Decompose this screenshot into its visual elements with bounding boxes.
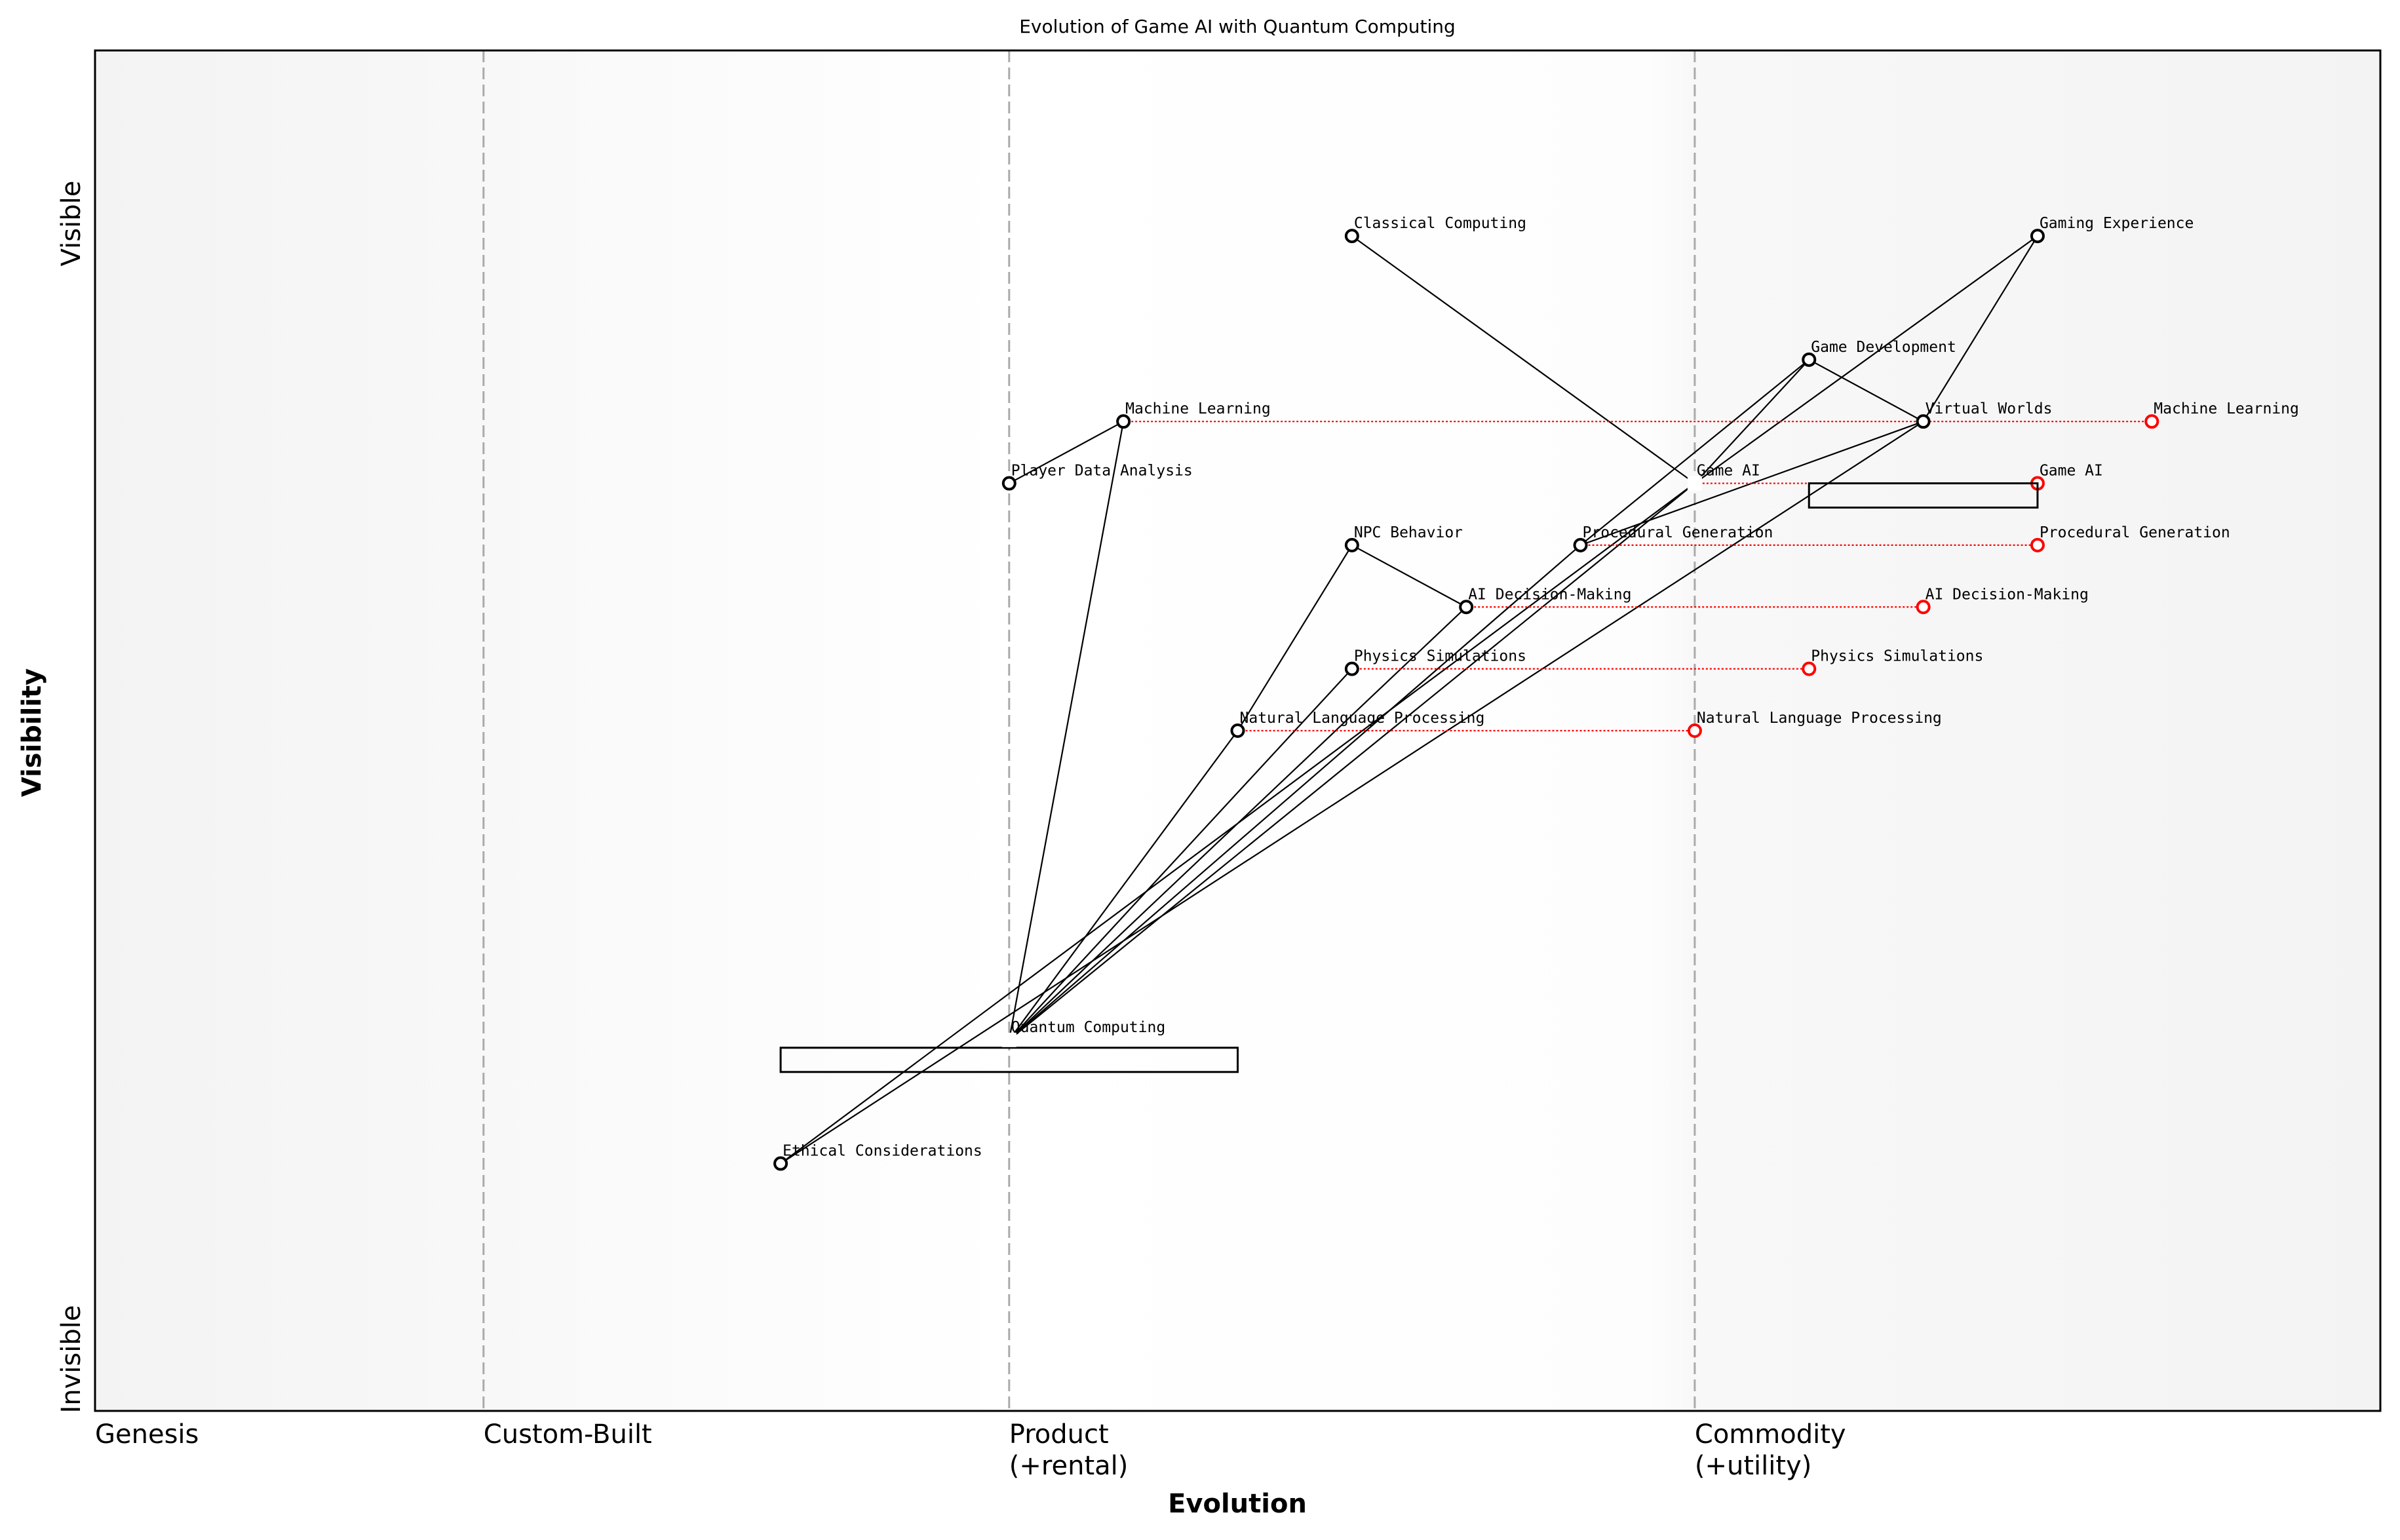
stage-label: Custom-Built xyxy=(484,1419,652,1450)
dependency-link xyxy=(1008,668,1353,1041)
plot-frame xyxy=(94,49,2382,1412)
component-label: Quantum Computing xyxy=(1011,1019,1165,1036)
dependency-link xyxy=(1579,358,1810,546)
dependency-link xyxy=(780,421,1924,1165)
dependency-link xyxy=(1808,358,1924,423)
evolved-node xyxy=(1687,723,1702,738)
stage-label: Genesis xyxy=(95,1419,199,1450)
component-node xyxy=(2030,229,2045,244)
component-node xyxy=(1459,600,1474,615)
component-label: Natural Language Processing xyxy=(1240,710,1485,727)
dependency-link xyxy=(1008,421,1125,1041)
evolved-node xyxy=(1802,661,1817,676)
pipeline-node-marker xyxy=(1687,476,1702,491)
component-node xyxy=(773,1156,788,1171)
stage-label: Product (+rental) xyxy=(1009,1419,1129,1481)
dependency-link xyxy=(1009,421,1124,484)
evolved-node-label: AI Decision-Making xyxy=(1926,586,2089,603)
component-node xyxy=(1344,661,1359,676)
dependency-link xyxy=(1009,482,1695,1041)
pipeline-box xyxy=(1808,482,2039,509)
component-node xyxy=(1230,723,1245,738)
component-label: Virtual Worlds xyxy=(1926,400,2053,417)
map-title: Evolution of Game AI with Quantum Comput… xyxy=(1019,16,1456,37)
evolved-node xyxy=(1916,600,1931,615)
pipeline-box xyxy=(779,1047,1239,1073)
dependency-link xyxy=(1008,730,1239,1041)
component-node xyxy=(1802,352,1817,367)
evolved-node xyxy=(2144,414,2159,429)
component-node xyxy=(1344,537,1359,552)
dependency-link xyxy=(1922,235,2038,422)
component-label: Game AI xyxy=(1697,463,1760,480)
component-label: Procedural Generation xyxy=(1583,524,1773,541)
x-axis-label: Evolution xyxy=(1168,1489,1307,1519)
evolved-node-label: Natural Language Processing xyxy=(1697,710,1942,727)
component-node xyxy=(1001,476,1016,491)
y-axis-bottom-label: Invisible xyxy=(56,1305,87,1414)
evolved-node-label: Machine Learning xyxy=(2154,400,2299,417)
pipeline-node-marker xyxy=(1001,1032,1016,1047)
dependency-link xyxy=(1009,606,1467,1041)
component-label: Player Data Analysis xyxy=(1011,463,1193,480)
evolved-node xyxy=(2030,537,2045,552)
component-label: Ethical Considerations xyxy=(783,1143,982,1160)
y-axis-label: Visibility xyxy=(17,668,47,797)
y-axis-top-label: Visible xyxy=(56,181,87,267)
dependency-link xyxy=(1694,359,1810,484)
dependency-link xyxy=(1237,545,1353,731)
evolved-node-label: Procedural Generation xyxy=(2040,524,2230,541)
component-label: AI Decision-Making xyxy=(1468,586,1631,603)
dependency-link xyxy=(1580,421,1924,546)
component-node xyxy=(1344,229,1359,244)
evolved-node-label: Game AI xyxy=(2040,463,2103,480)
component-label: Classical Computing xyxy=(1354,215,1526,232)
stage-label: Commodity (+utility) xyxy=(1695,1419,1846,1481)
component-label: Physics Simulations xyxy=(1354,648,1526,665)
dependency-link xyxy=(1351,544,1467,608)
component-label: Machine Learning xyxy=(1125,400,1271,417)
component-node xyxy=(1116,414,1131,429)
dependency-link xyxy=(1694,235,2038,484)
component-label: Game Development xyxy=(1811,339,1956,356)
dependency-link xyxy=(1009,545,1581,1041)
evolved-node-label: Physics Simulations xyxy=(1811,648,1983,665)
dependency-link xyxy=(1351,235,1695,484)
component-node xyxy=(1916,414,1931,429)
component-node xyxy=(1573,537,1588,552)
component-label: NPC Behavior xyxy=(1354,524,1463,541)
component-label: Gaming Experience xyxy=(2040,215,2194,232)
